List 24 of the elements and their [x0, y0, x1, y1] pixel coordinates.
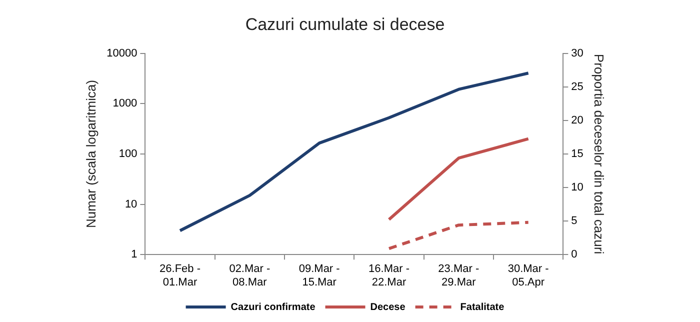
- x-tick-label: 30.Mar - 05.Apr: [508, 263, 550, 288]
- y-tick-label: 10000: [106, 47, 138, 60]
- x-tick-label: 23.Mar - 29.Mar: [438, 263, 480, 288]
- legend-label: Decese: [370, 302, 406, 313]
- y2-tick-label: 15: [571, 148, 584, 160]
- y-tick-label: 10: [124, 198, 138, 210]
- y2-tick-label: 30: [571, 47, 584, 60]
- legend-label: Fatalitate: [460, 302, 505, 313]
- legend-label: Cazuri confirmate: [230, 302, 316, 313]
- y-tick-label: 1000: [112, 98, 138, 110]
- y2-tick-label: 20: [571, 114, 584, 126]
- y-tick-label: 100: [118, 148, 138, 160]
- x-tick-label: 02.Mar - 08.Mar: [229, 263, 270, 288]
- y2-tick-label: 25: [571, 80, 584, 93]
- x-tick-label: 16.Mar - 22.Mar: [368, 263, 410, 288]
- y-axis-title: Numar (scala logaritmica): [83, 80, 98, 228]
- y2-tick-label: 10: [571, 182, 584, 194]
- y2-tick-label: 0: [571, 248, 578, 261]
- x-tick-label: 09.Mar - 15.Mar: [298, 263, 340, 288]
- x-tick-label: 26.Feb - 01.Mar: [160, 263, 201, 288]
- y2-axis-title: Proportia deceselor din total cazuri: [592, 54, 607, 254]
- chart-title: Cazuri cumulate si decese: [245, 14, 445, 34]
- y2-tick-label: 5: [571, 215, 578, 228]
- y-tick-label: 1: [131, 248, 138, 261]
